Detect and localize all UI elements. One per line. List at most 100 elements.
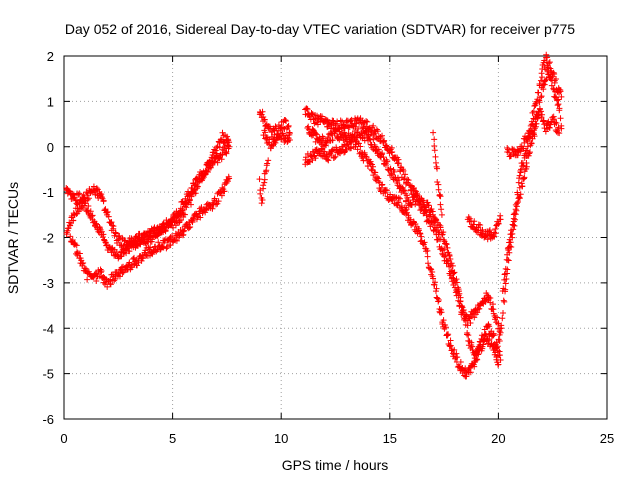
data-point-marker (431, 136, 438, 143)
data-point-marker (471, 314, 478, 321)
data-point-marker (531, 127, 538, 134)
data-point-marker (529, 121, 536, 128)
data-point-marker (437, 201, 444, 208)
data-point-marker (512, 216, 519, 223)
data-point-marker (362, 153, 369, 160)
data-point-marker (212, 147, 219, 154)
data-point-marker (96, 224, 103, 231)
data-point-marker (197, 176, 204, 183)
data-point-marker (520, 162, 527, 169)
data-point-marker (360, 120, 367, 127)
data-point-marker (81, 265, 88, 272)
data-point-marker (261, 176, 268, 183)
data-point-marker (265, 157, 272, 164)
data-point-marker (107, 281, 114, 288)
data-point-marker (226, 175, 233, 182)
data-point-marker (524, 138, 531, 145)
data-point-marker (116, 273, 123, 280)
data-point-marker (437, 193, 444, 200)
data-point-marker (378, 182, 385, 189)
data-point-marker (73, 242, 80, 249)
data-point-marker (379, 132, 386, 139)
data-point-marker (387, 165, 394, 172)
x-axis-label: GPS time / hours (282, 457, 389, 473)
data-point-marker (467, 319, 474, 326)
data-point-marker (222, 149, 229, 156)
data-point-marker (435, 186, 442, 193)
data-point-marker (264, 160, 271, 167)
data-point-marker (405, 177, 412, 184)
data-point-marker (510, 222, 517, 229)
data-point-marker (554, 102, 561, 109)
data-point-marker (70, 217, 77, 224)
data-point-marker (100, 197, 107, 204)
data-point-marker (471, 218, 478, 225)
data-point-marker (543, 51, 550, 58)
data-point-marker (433, 285, 440, 292)
data-point-marker (365, 132, 372, 139)
data-point-marker (436, 221, 443, 228)
data-point-marker (402, 197, 409, 204)
data-point-marker (370, 122, 377, 129)
data-point-marker (417, 230, 424, 237)
data-point-marker (305, 123, 312, 130)
data-point-marker (556, 130, 563, 137)
data-point-marker (467, 369, 474, 376)
series-4 (464, 51, 565, 354)
chart-title: Day 052 of 2016, Sidereal Day-to-day VTE… (65, 21, 575, 37)
data-point-marker (325, 157, 332, 164)
data-point-marker (261, 179, 268, 186)
data-point-marker (414, 192, 421, 199)
data-point-marker (134, 262, 141, 269)
data-point-marker (383, 187, 390, 194)
data-point-marker (419, 197, 426, 204)
data-point-marker (519, 183, 526, 190)
data-point-marker (175, 210, 182, 217)
series-2 (256, 108, 293, 207)
data-point-marker (505, 244, 512, 251)
data-point-marker (382, 160, 389, 167)
data-point-marker (425, 260, 432, 267)
data-point-marker (339, 118, 346, 125)
data-point-marker (179, 206, 186, 213)
data-point-marker (464, 331, 471, 338)
data-point-marker (400, 167, 407, 174)
data-point-marker (367, 141, 374, 148)
data-point-marker (309, 157, 316, 164)
data-point-marker (312, 155, 319, 162)
data-point-marker (439, 321, 446, 328)
data-point-marker (537, 94, 544, 101)
data-point-marker (89, 212, 96, 219)
data-point-marker (524, 147, 531, 154)
data-point-marker (84, 276, 91, 283)
data-point-marker (347, 117, 354, 124)
data-point-marker (218, 156, 225, 163)
data-point-marker (494, 314, 501, 321)
data-point-marker (263, 167, 270, 174)
data-point-marker (334, 118, 341, 125)
data-point-marker (219, 184, 226, 191)
data-point-marker (401, 175, 408, 182)
data-point-marker (435, 298, 442, 305)
data-point-marker (473, 356, 480, 363)
y-tick-label: -2 (42, 231, 54, 246)
data-point-marker (382, 142, 389, 149)
data-point-marker (421, 239, 428, 246)
data-point-marker (92, 220, 99, 227)
data-point-marker (484, 322, 491, 329)
data-point-marker (546, 59, 553, 66)
data-point-marker (323, 117, 330, 124)
y-tick-label: 2 (47, 49, 54, 64)
data-point-marker (98, 267, 105, 274)
data-point-marker (262, 135, 269, 142)
data-point-marker (261, 116, 268, 123)
data-point-marker (226, 143, 233, 150)
data-point-marker (319, 113, 326, 120)
data-point-marker (493, 354, 500, 361)
data-point-marker (539, 111, 546, 118)
data-point-marker (432, 279, 439, 286)
data-point-marker (85, 202, 92, 209)
data-point-marker (434, 178, 441, 185)
data-point-marker (259, 108, 266, 115)
